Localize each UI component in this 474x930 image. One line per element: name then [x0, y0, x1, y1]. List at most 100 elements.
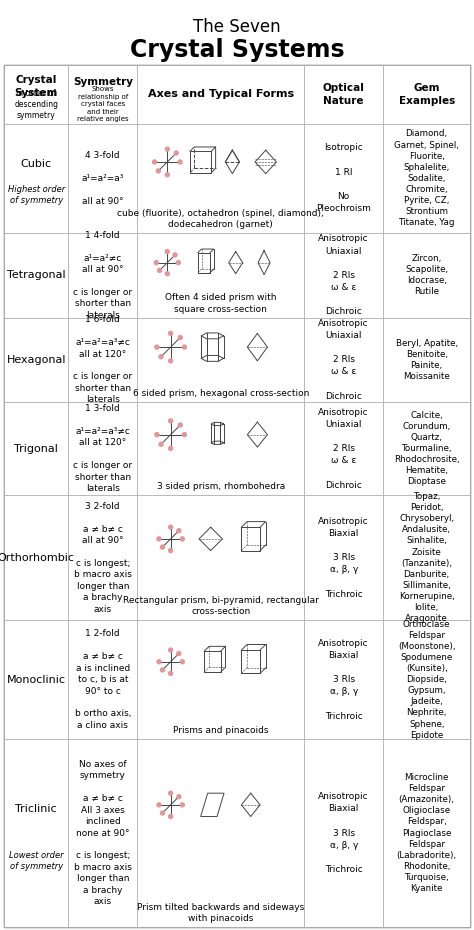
Text: Trigonal: Trigonal — [14, 444, 58, 454]
Text: Microcline
Feldspar
(Amazonite),
Oligioclase
Feldspar,
Plagioclase
Feldspar
(Lab: Microcline Feldspar (Amazonite), Oligioc… — [397, 773, 457, 893]
Circle shape — [169, 671, 173, 675]
Text: Anisotropic
Uniaxial

2 RIs
ω & ε

Dichroic: Anisotropic Uniaxial 2 RIs ω & ε Dichroi… — [319, 234, 369, 316]
Bar — [137, 233, 304, 317]
Text: Often 4 sided prism with
square cross-section: Often 4 sided prism with square cross-se… — [165, 294, 276, 313]
Text: Symmetry: Symmetry — [73, 77, 133, 87]
Circle shape — [165, 272, 169, 275]
Text: 3 sided prism, rhombohedra: 3 sided prism, rhombohedra — [156, 482, 285, 491]
Circle shape — [155, 345, 159, 349]
Text: Optical
Nature: Optical Nature — [323, 83, 365, 105]
Text: Highest order
of symmetry: Highest order of symmetry — [8, 185, 65, 205]
Text: Rectangular prism, bi-pyramid, rectangular
cross-section: Rectangular prism, bi-pyramid, rectangul… — [123, 596, 319, 617]
Bar — [304, 233, 383, 317]
Bar — [383, 65, 470, 124]
Bar — [383, 124, 470, 233]
Text: Cubic: Cubic — [20, 159, 52, 169]
Circle shape — [180, 659, 184, 664]
Circle shape — [169, 549, 173, 552]
Text: Crystal Systems: Crystal Systems — [130, 38, 344, 62]
Bar — [4, 739, 68, 927]
Circle shape — [165, 249, 169, 254]
Bar — [304, 402, 383, 495]
Circle shape — [157, 269, 162, 272]
Circle shape — [169, 815, 173, 818]
Bar — [68, 402, 137, 495]
Circle shape — [177, 529, 181, 533]
Text: Gem
Examples: Gem Examples — [399, 83, 455, 105]
Bar — [383, 620, 470, 739]
Bar — [4, 124, 68, 233]
Text: No axes of
symmetry

a ≠ b≠ c
All 3 axes
inclined
none at 90°

c is longest;
b m: No axes of symmetry a ≠ b≠ c All 3 axes … — [74, 760, 132, 906]
Text: Orthorhombic: Orthorhombic — [0, 552, 74, 563]
Bar — [137, 739, 304, 927]
Bar — [68, 65, 137, 124]
Text: Lowest order
of symmetry: Lowest order of symmetry — [9, 851, 64, 871]
Circle shape — [169, 331, 173, 336]
Text: Isotropic

1 RI

No
Pleochroism: Isotropic 1 RI No Pleochroism — [316, 143, 371, 213]
Text: Shows
relationship of
crystal faces
and their
relative angles: Shows relationship of crystal faces and … — [77, 86, 128, 123]
Bar — [304, 124, 383, 233]
Circle shape — [178, 423, 182, 427]
Text: Anisotropic
Biaxial

3 RIs
α, β, γ

Trichroic: Anisotropic Biaxial 3 RIs α, β, γ Trichr… — [319, 517, 369, 599]
Text: Anisotropic
Biaxial

3 RIs
α, β, γ

Trichroic: Anisotropic Biaxial 3 RIs α, β, γ Trichr… — [319, 639, 369, 721]
Text: Topaz,
Peridot,
Chrysoberyl,
Andalusite,
Sinhalite,
Zoisite
(Tanzanite),
Danburi: Topaz, Peridot, Chrysoberyl, Andalusite,… — [399, 492, 455, 623]
Text: Diamond,
Garnet, Spinel,
Fluorite,
Sphalelite,
Sodalite,
Chromite,
Pyrite, CZ,
S: Diamond, Garnet, Spinel, Fluorite, Sphal… — [394, 129, 459, 227]
Text: Triclinic: Triclinic — [15, 804, 57, 814]
Bar — [137, 317, 304, 402]
Bar — [137, 124, 304, 233]
Circle shape — [159, 354, 163, 359]
Text: cube (fluorite), octahedron (spinel, diamond),
dodecahedron (garnet): cube (fluorite), octahedron (spinel, dia… — [117, 209, 324, 229]
Circle shape — [178, 336, 182, 339]
Circle shape — [157, 803, 161, 807]
Circle shape — [174, 151, 178, 155]
Bar — [68, 620, 137, 739]
Circle shape — [178, 160, 182, 164]
Bar — [68, 739, 137, 927]
Text: Prisms and pinacoids: Prisms and pinacoids — [173, 726, 268, 735]
Circle shape — [159, 443, 163, 446]
Bar — [4, 402, 68, 495]
Bar — [68, 124, 137, 233]
Bar — [383, 317, 470, 402]
Bar — [304, 317, 383, 402]
Text: 4 3-fold

a¹=a²=a³

all at 90°: 4 3-fold a¹=a²=a³ all at 90° — [82, 151, 124, 206]
Circle shape — [165, 147, 169, 151]
Text: Anisotropic
Biaxial

3 RIs
α, β, γ

Trichroic: Anisotropic Biaxial 3 RIs α, β, γ Trichr… — [319, 792, 369, 874]
Circle shape — [157, 537, 161, 541]
Text: in order of
descending
symmetry: in order of descending symmetry — [14, 88, 58, 120]
Circle shape — [177, 794, 181, 799]
Bar — [137, 495, 304, 620]
Circle shape — [169, 418, 173, 423]
Circle shape — [161, 545, 164, 549]
Bar — [383, 233, 470, 317]
Circle shape — [182, 432, 186, 436]
Bar — [4, 317, 68, 402]
Text: 1 3-fold

a¹=a²=a³≠c
all at 120°

c is longer or
shorter than
laterals: 1 3-fold a¹=a²=a³≠c all at 120° c is lon… — [73, 404, 132, 493]
Circle shape — [180, 537, 184, 541]
Bar — [304, 620, 383, 739]
Bar — [68, 495, 137, 620]
Bar — [4, 620, 68, 739]
Circle shape — [153, 160, 156, 164]
Bar — [383, 495, 470, 620]
Circle shape — [165, 173, 169, 177]
Circle shape — [169, 525, 173, 529]
Circle shape — [169, 648, 173, 652]
Bar — [383, 402, 470, 495]
Bar — [68, 317, 137, 402]
Bar — [304, 495, 383, 620]
Circle shape — [161, 668, 164, 672]
Text: 1 4-fold

a¹=a²≠c
all at 90°

c is longer or
shorter than
laterals: 1 4-fold a¹=a²≠c all at 90° c is longer … — [73, 231, 132, 320]
Circle shape — [182, 345, 186, 349]
Bar — [383, 739, 470, 927]
Circle shape — [155, 260, 158, 265]
Bar — [4, 65, 68, 124]
Text: Hexagonal: Hexagonal — [7, 355, 66, 365]
Text: Axes and Typical Forms: Axes and Typical Forms — [147, 89, 294, 100]
Text: Crystal
System: Crystal System — [15, 75, 58, 98]
Circle shape — [177, 652, 181, 656]
Bar — [137, 402, 304, 495]
Text: Monoclinic: Monoclinic — [7, 674, 66, 684]
Text: Orthoclase
Feldspar
(Moonstone),
Spodumene
(Kunsite),
Diopside,
Gypsum,
Jadeite,: Orthoclase Feldspar (Moonstone), Spodume… — [398, 619, 456, 739]
Text: Anisotropic
Uniaxial

2 RIs
ω & ε

Dichroic: Anisotropic Uniaxial 2 RIs ω & ε Dichroi… — [319, 407, 369, 489]
